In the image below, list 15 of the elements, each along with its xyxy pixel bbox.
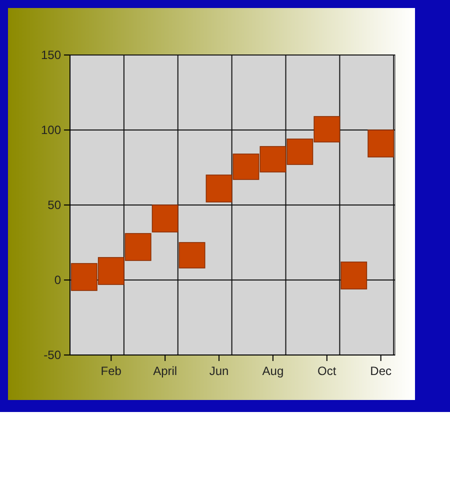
y-tick-label: 100	[40, 123, 62, 138]
bar	[178, 242, 206, 268]
x-tick-label: Dec	[370, 364, 392, 378]
y-tick-label: -50	[44, 348, 62, 362]
y-tick-label: 50	[48, 198, 62, 212]
y-tick-label: 0	[54, 273, 62, 288]
x-tick-label: April	[153, 364, 178, 378]
bar	[340, 262, 368, 290]
x-tick-label: Jun	[209, 364, 229, 378]
bar	[368, 130, 394, 158]
x-tick-label: Feb	[100, 364, 122, 378]
bar	[152, 204, 178, 232]
x-tick-label: Oct	[318, 364, 337, 378]
x-tick-label: Aug	[262, 364, 284, 378]
y-tick-label: 150	[40, 48, 62, 62]
